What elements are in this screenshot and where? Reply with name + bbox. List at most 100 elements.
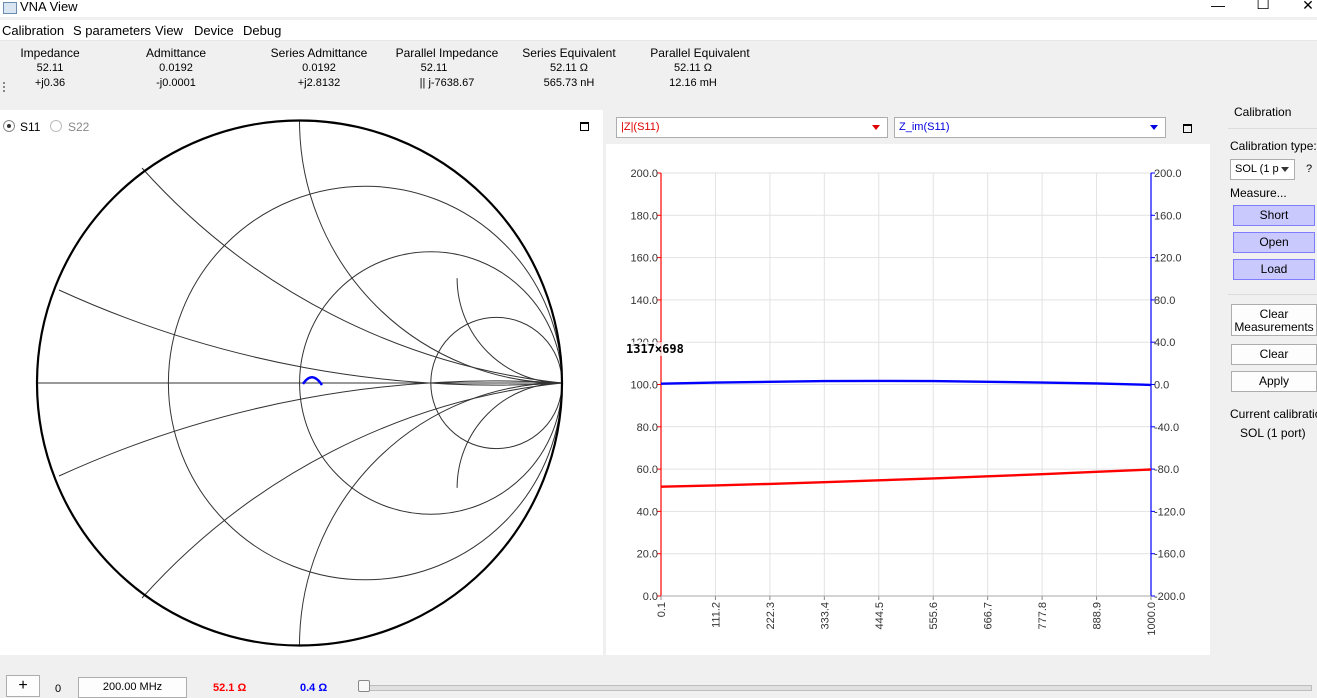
chart-grid bbox=[660, 172, 1152, 597]
parallel-impedance-readout: Parallel Impedance 52.11 || j-7638.67 bbox=[387, 46, 507, 91]
smith-maximize-icon[interactable] bbox=[580, 122, 589, 131]
calibration-type-label: Calibration type: bbox=[1230, 139, 1317, 153]
chevron-down-icon bbox=[1150, 125, 1158, 130]
apply-button[interactable]: Apply bbox=[1231, 371, 1317, 392]
series-equivalent-label: Series Equivalent bbox=[522, 46, 616, 60]
frequency-slider-handle[interactable] bbox=[358, 680, 370, 692]
left-tick-label: 160.0 bbox=[630, 253, 658, 265]
open-button[interactable]: Open bbox=[1233, 232, 1315, 253]
impedance-label: Impedance bbox=[20, 46, 80, 60]
current-calibration-value: SOL (1 port) bbox=[1240, 426, 1306, 440]
parallel-impedance-imag: || j-7638.67 bbox=[419, 77, 475, 89]
impedance-imag: +j0.36 bbox=[34, 77, 66, 89]
smith-outer-circle bbox=[35, 119, 564, 647]
marker-imag-value: 0.4 Ω bbox=[300, 682, 328, 694]
clear-button[interactable]: Clear bbox=[1231, 344, 1317, 365]
right-tick-label: 120.0 bbox=[1154, 253, 1182, 265]
overlay-size-text: 1317×698 bbox=[626, 342, 684, 356]
title-bar: VNA View — ☐ ✕ bbox=[0, 0, 1317, 17]
series-line-abs-z bbox=[660, 468, 1152, 488]
smith-grid bbox=[36, 120, 563, 646]
measure-label: Measure... bbox=[1230, 186, 1287, 200]
x-tick-label: 888.9 bbox=[1092, 602, 1104, 630]
chevron-down-icon bbox=[872, 125, 880, 130]
menu-device[interactable]: Device bbox=[194, 23, 234, 38]
parallel-impedance-label: Parallel Impedance bbox=[395, 46, 499, 60]
left-axis: 0.020.040.060.080.0100.0120.0140.0160.01… bbox=[630, 168, 662, 603]
left-tick-label: 40.0 bbox=[637, 506, 658, 518]
right-tick-label: 40.0 bbox=[1154, 337, 1175, 349]
s11-radio[interactable] bbox=[3, 120, 15, 132]
left-trace-select[interactable]: |Z|(S11) bbox=[616, 117, 888, 138]
impedance-readout: Impedance 52.11 +j0.36 bbox=[10, 46, 90, 91]
marker-frequency-field[interactable]: 200.00 MHz bbox=[78, 677, 187, 698]
series-admittance-label: Series Admittance bbox=[270, 46, 368, 60]
load-button[interactable]: Load bbox=[1233, 259, 1315, 280]
right-trace-select[interactable]: Z_im(S11) bbox=[894, 117, 1166, 138]
calibration-header: Calibration bbox=[1234, 105, 1292, 119]
menu-debug[interactable]: Debug bbox=[243, 23, 282, 38]
trace-chart: 0.0 20.0 40.0 60.0 80.0 100.0 120.0 140.0 160.0 1… bbox=[630, 168, 1185, 636]
help-icon[interactable]: ? bbox=[1306, 163, 1313, 175]
minimize-button[interactable]: — bbox=[1211, 0, 1225, 13]
x-tick-label: 1000.0 bbox=[1146, 602, 1158, 636]
app-icon bbox=[3, 2, 17, 14]
parallel-equivalent-l: 12.16 mH bbox=[669, 77, 717, 89]
x-tick-label: 333.4 bbox=[819, 602, 831, 630]
x-tick-label: 777.8 bbox=[1037, 602, 1049, 630]
left-trace-value: |Z|(S11) bbox=[621, 121, 660, 133]
maximize-button[interactable]: ☐ bbox=[1256, 0, 1270, 13]
admittance-label: Admittance bbox=[145, 46, 207, 60]
right-tick-label: 80.0 bbox=[1154, 295, 1175, 307]
left-tick-label: 80.0 bbox=[637, 422, 658, 434]
menu-s-parameters[interactable]: S parameters bbox=[73, 23, 152, 38]
x-tick-label: 111.2 bbox=[710, 602, 722, 628]
close-button[interactable]: ✕ bbox=[1302, 0, 1314, 13]
s22-radio[interactable] bbox=[50, 120, 62, 132]
marker-index: 0 bbox=[55, 683, 62, 695]
left-tick-label: 200.0 bbox=[630, 168, 658, 180]
series-admittance-real: 0.0192 bbox=[302, 62, 336, 74]
s11-label[interactable]: S11 bbox=[20, 120, 41, 134]
short-button[interactable]: Short bbox=[1233, 205, 1315, 226]
parallel-impedance-real: 52.11 bbox=[420, 62, 448, 74]
series-admittance-imag: +j2.8132 bbox=[297, 77, 341, 89]
left-tick-label: 140.0 bbox=[630, 295, 658, 307]
clear-measurements-button[interactable]: Clear Measurements bbox=[1231, 304, 1317, 336]
frequency-slider-track[interactable] bbox=[365, 685, 1312, 691]
calibration-type-select[interactable]: SOL (1 p bbox=[1230, 159, 1295, 180]
info-grip[interactable] bbox=[3, 82, 7, 92]
marker-real-value: 52.1 Ω bbox=[213, 682, 247, 694]
clear-measurements-label-1: Clear bbox=[1259, 307, 1289, 321]
window-title: VNA View bbox=[20, 0, 78, 14]
s22-label[interactable]: S22 bbox=[68, 120, 90, 134]
menu-calibration[interactable]: Calibration bbox=[2, 23, 65, 38]
admittance-imag: -j0.0001 bbox=[156, 77, 196, 89]
chart-maximize-icon[interactable] bbox=[1183, 124, 1192, 133]
parallel-equivalent-readout: Parallel Equivalent 52.11 Ω 12.16 mH bbox=[640, 46, 760, 91]
x-tick-label: 666.7 bbox=[983, 602, 995, 630]
chevron-down-icon bbox=[1281, 167, 1289, 172]
right-tick-label: -40.0 bbox=[1154, 422, 1179, 434]
right-tick-label: 0.0 bbox=[1154, 380, 1169, 392]
divider bbox=[1228, 294, 1317, 295]
admittance-real: 0.0192 bbox=[159, 62, 193, 74]
left-tick-label: 180.0 bbox=[630, 210, 658, 222]
right-tick-label: -120.0 bbox=[1154, 506, 1185, 518]
add-marker-button[interactable]: + bbox=[6, 675, 40, 697]
parallel-equivalent-r: 52.11 Ω bbox=[674, 62, 712, 74]
divider bbox=[1228, 128, 1317, 129]
menu-view[interactable]: View bbox=[155, 23, 183, 38]
x-tick-label: 222.3 bbox=[765, 602, 777, 630]
series-line-z-im bbox=[660, 379, 1152, 387]
chart-series bbox=[660, 379, 1152, 488]
x-tick-label: 0.1 bbox=[656, 602, 668, 617]
right-tick-label: -160.0 bbox=[1154, 549, 1185, 561]
series-equivalent-r: 52.11 Ω bbox=[550, 62, 588, 74]
left-tick-label: 60.0 bbox=[637, 464, 658, 476]
clear-measurements-label-2: Measurements bbox=[1234, 320, 1314, 334]
left-tick-label: 100.0 bbox=[630, 380, 658, 392]
series-equivalent-readout: Series Equivalent 52.11 Ω 565.73 nH bbox=[513, 46, 625, 91]
right-axis: -200.0 -160.0 -120.0 -80.0 -40.0 0.0 40.0 80.0 1… bbox=[1150, 168, 1185, 603]
right-trace-value: Z_im(S11) bbox=[899, 121, 950, 133]
